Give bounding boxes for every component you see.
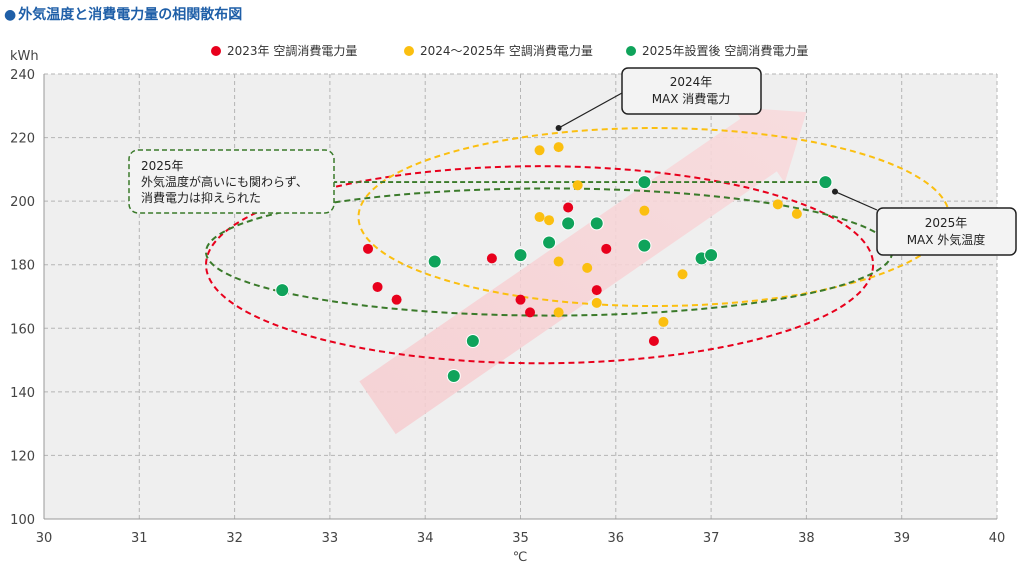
legend-label: 2023年 空調消費電力量 <box>227 43 357 58</box>
y-tick-label: 200 <box>10 195 35 210</box>
y-tick-label: 100 <box>10 513 35 528</box>
x-tick-label: 30 <box>36 531 53 546</box>
page-title: ● 外気温度と消費電力量の相関散布図 <box>4 4 242 24</box>
legend-label: 2024～2025年 空調消費電力量 <box>420 43 593 58</box>
legend-marker <box>626 46 636 56</box>
x-tick-label: 33 <box>322 531 339 546</box>
callout-leader-line <box>558 92 623 129</box>
callout-leader-dot <box>831 188 838 195</box>
callout-box <box>621 67 762 115</box>
x-tick-label: 38 <box>798 531 815 546</box>
trend-arrow <box>359 107 807 435</box>
x-tick-label: 36 <box>608 531 625 546</box>
data-point <box>446 368 461 383</box>
data-point <box>772 199 783 210</box>
data-point <box>391 294 402 305</box>
data-point <box>591 297 602 308</box>
data-point <box>582 262 593 273</box>
data-point <box>534 145 545 156</box>
data-point <box>563 202 574 213</box>
data-point <box>637 238 652 253</box>
page-title-text: 外気温度と消費電力量の相関散布図 <box>18 7 243 23</box>
y-tick-label: 220 <box>10 132 35 147</box>
x-tick-label: 37 <box>703 531 720 546</box>
callout-note-text: 消費電力は抑えられた <box>141 190 261 205</box>
data-point <box>704 248 719 263</box>
data-point <box>465 334 480 348</box>
axes: 100 120 140 160 180 200 220 240 30 31 32 33 34 35 36 37… <box>10 68 1005 546</box>
x-tick-label: 39 <box>893 531 910 546</box>
data-point <box>275 283 290 298</box>
y-tick-label: 120 <box>10 449 35 464</box>
data-point <box>572 180 583 191</box>
data-point <box>486 253 497 264</box>
y-tick-label: 180 <box>10 259 35 274</box>
data-point <box>589 216 604 231</box>
callout-leader-line <box>834 191 878 211</box>
callout-text: MAX 外気温度 <box>907 232 986 247</box>
x-axis-label: ℃ <box>513 550 528 565</box>
x-tick-label: 40 <box>989 531 1006 546</box>
callout-note-text: 2025年 <box>141 159 184 173</box>
data-point <box>553 142 564 153</box>
legend: 2023年 空調消費電力量 2024～2025年 空調消費電力量 2025年設置後 … <box>211 43 808 58</box>
y-tick-label: 140 <box>10 386 35 401</box>
data-point <box>677 269 688 280</box>
x-tick-label: 31 <box>131 531 148 546</box>
legend-marker <box>404 46 414 56</box>
callout-text: MAX 消費電力 <box>652 91 731 106</box>
data-point <box>515 294 526 305</box>
callout-text: 2024年 <box>670 75 713 89</box>
y-axis-label: kWh <box>10 49 39 64</box>
data-point <box>372 281 383 292</box>
data-point <box>525 307 536 318</box>
callout-note-box <box>128 149 335 214</box>
x-tick-label: 35 <box>512 531 529 546</box>
callout-leader-dot <box>555 125 562 132</box>
legend-label: 2025年設置後 空調消費電力量 <box>642 43 808 58</box>
x-tick-label: 32 <box>226 531 243 546</box>
x-tick-label: 34 <box>417 531 434 546</box>
data-point <box>534 212 545 223</box>
callout-box <box>876 207 1017 256</box>
data-point <box>542 235 557 250</box>
data-point <box>561 216 576 231</box>
data-point <box>591 285 602 296</box>
cluster-ellipse <box>205 165 875 365</box>
data-point <box>639 205 650 216</box>
bullet-icon: ● <box>4 7 17 23</box>
y-tick-label: 240 <box>10 68 35 83</box>
data-point <box>637 175 652 190</box>
callout-note-text: 外気温度が高いにも関わらず、 <box>141 174 308 189</box>
data-point <box>791 208 802 219</box>
data-point <box>544 215 555 226</box>
data-points <box>275 142 833 383</box>
legend-marker <box>211 46 221 56</box>
data-point <box>658 316 669 327</box>
data-point <box>648 336 659 346</box>
data-point <box>513 248 528 263</box>
data-point <box>363 243 374 254</box>
data-point <box>818 175 833 190</box>
data-point <box>427 254 442 269</box>
data-point <box>553 256 564 267</box>
data-point <box>601 243 612 254</box>
callout-text: 2025年 <box>925 216 968 230</box>
trend-arrow-layer <box>359 107 807 435</box>
data-point <box>553 307 564 318</box>
y-tick-label: 160 <box>10 322 35 337</box>
